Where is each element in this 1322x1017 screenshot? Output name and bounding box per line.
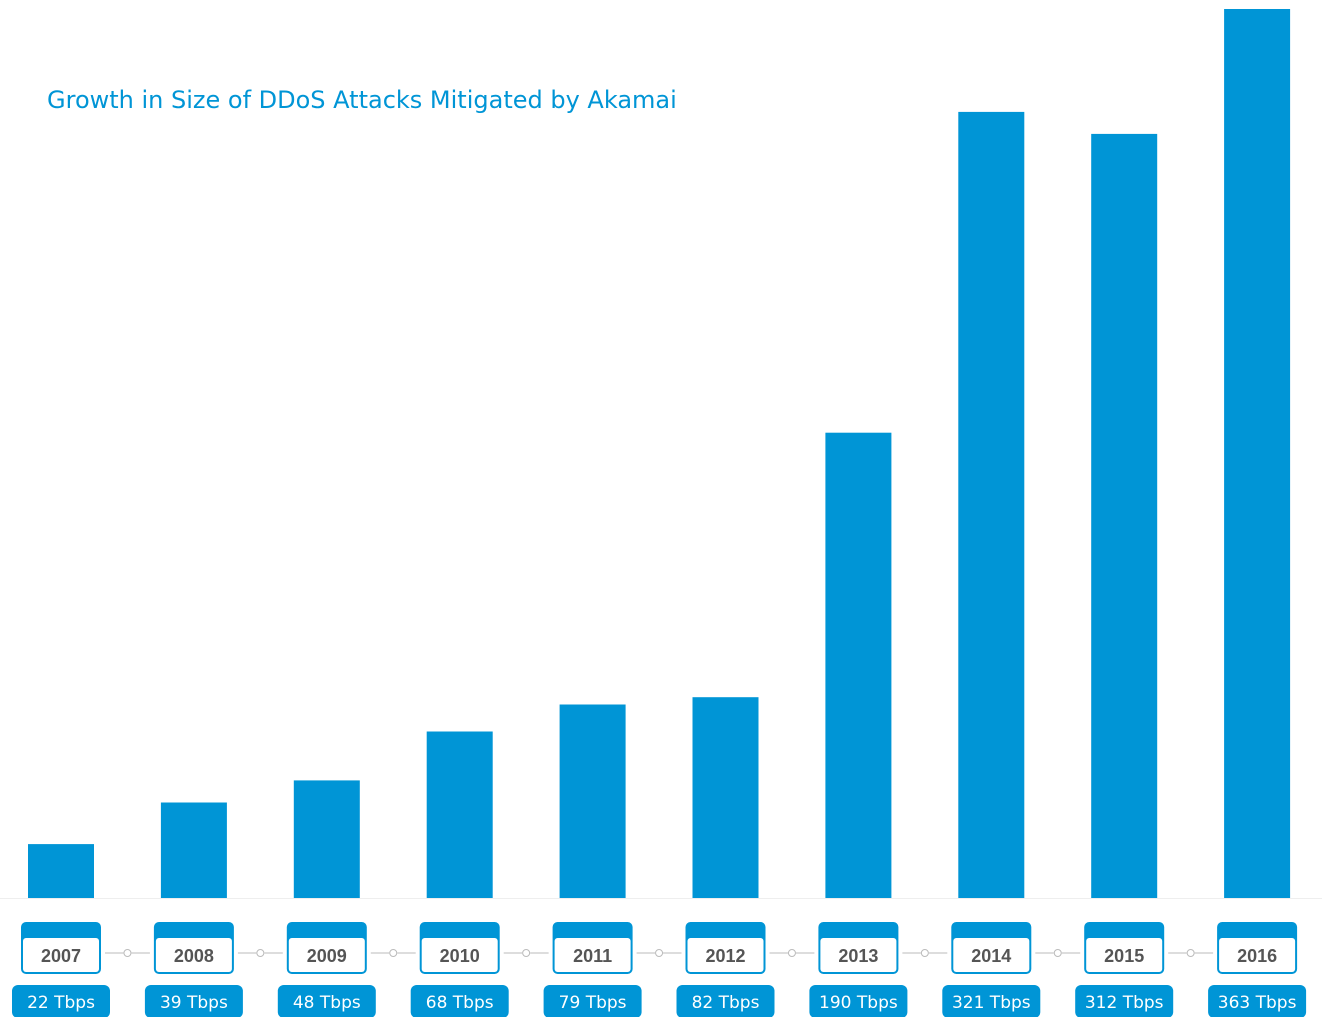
value-pill-bg xyxy=(543,985,642,1017)
year-badge: 2010 xyxy=(419,922,500,974)
timeline-dot xyxy=(123,949,132,957)
value-pill-bg xyxy=(277,985,376,1017)
year-badge-face xyxy=(1219,938,1296,972)
timeline-dot xyxy=(522,949,531,957)
bar-2008 xyxy=(160,802,227,898)
data-label: 312 Tbps xyxy=(1085,993,1164,1013)
bar-2007 xyxy=(28,844,94,898)
value-pill: 312 Tbps xyxy=(1075,985,1174,1017)
value-pill: 68 Tbps xyxy=(410,985,509,1017)
value-pill: 22 Tbps xyxy=(12,985,110,1017)
bar-2012 xyxy=(692,697,759,898)
x-tick-label: 2013 xyxy=(838,946,878,966)
bar-2014 xyxy=(958,111,1025,898)
value-pill-bg xyxy=(410,985,509,1017)
year-badge: 2013 xyxy=(818,922,899,974)
year-badge: 2008 xyxy=(153,922,234,974)
year-badge: 2007 xyxy=(21,922,101,974)
bar-2009 xyxy=(293,780,360,898)
year-badge-face xyxy=(421,938,498,972)
year-badge-face xyxy=(23,938,99,972)
year-badge-face xyxy=(953,938,1030,972)
x-tick-label: 2011 xyxy=(573,946,612,966)
data-label: 22 Tbps xyxy=(27,993,95,1013)
data-label: 48 Tbps xyxy=(293,993,361,1013)
year-badge: 2014 xyxy=(951,922,1032,974)
value-pill: 321 Tbps xyxy=(942,985,1041,1017)
timeline-dot xyxy=(655,949,664,957)
timeline-dot xyxy=(256,949,265,957)
data-label: 321 Tbps xyxy=(952,993,1031,1013)
data-label: 68 Tbps xyxy=(426,993,494,1013)
x-tick-label: 2015 xyxy=(1104,946,1144,966)
bar-2011 xyxy=(559,704,626,898)
value-pill: 363 Tbps xyxy=(1208,985,1307,1017)
value-pill: 79 Tbps xyxy=(543,985,642,1017)
value-pill-bg xyxy=(12,985,110,1017)
chart-title: Growth in Size of DDoS Attacks Mitigated… xyxy=(47,86,677,114)
year-badge-face xyxy=(1086,938,1163,972)
year-badge: 2011 xyxy=(552,922,633,974)
x-tick-label: 2010 xyxy=(440,946,480,966)
data-label: 363 Tbps xyxy=(1218,993,1297,1013)
x-tick-label: 2007 xyxy=(41,946,81,966)
bar-2015 xyxy=(1091,133,1158,898)
value-pill: 39 Tbps xyxy=(144,985,243,1017)
x-tick-label: 2014 xyxy=(971,946,1011,966)
data-label: 79 Tbps xyxy=(559,993,627,1013)
year-badge: 2015 xyxy=(1084,922,1165,974)
value-pill: 48 Tbps xyxy=(277,985,376,1017)
x-tick-label: 2012 xyxy=(705,946,745,966)
timeline-dot xyxy=(1053,949,1062,957)
value-pill-bg xyxy=(942,985,1041,1017)
timeline-dot xyxy=(389,949,398,957)
bar-2016 xyxy=(1224,9,1291,898)
year-badge-face xyxy=(554,938,631,972)
x-tick-label: 2016 xyxy=(1237,946,1277,966)
data-label: 82 Tbps xyxy=(692,993,760,1013)
timeline-dot xyxy=(1186,949,1195,957)
value-pill-bg xyxy=(1208,985,1307,1017)
year-badge: 2016 xyxy=(1217,922,1298,974)
year-badge-face xyxy=(155,938,232,972)
timeline-dot xyxy=(787,949,796,957)
x-tick-label: 2008 xyxy=(174,946,214,966)
year-badge: 2009 xyxy=(286,922,367,974)
value-pill: 82 Tbps xyxy=(676,985,775,1017)
year-badge-face xyxy=(288,938,365,972)
value-pill-bg xyxy=(1075,985,1174,1017)
value-pill-bg xyxy=(676,985,775,1017)
year-badge: 2012 xyxy=(685,922,766,974)
bar-2010 xyxy=(426,731,493,898)
bar-2013 xyxy=(825,432,892,898)
value-pill-bg xyxy=(809,985,908,1017)
data-label: 39 Tbps xyxy=(160,993,228,1013)
value-pill-bg xyxy=(144,985,243,1017)
year-badge-face xyxy=(820,938,897,972)
timeline-dot xyxy=(920,949,929,957)
x-tick-label: 2009 xyxy=(307,946,347,966)
data-label: 190 Tbps xyxy=(819,993,898,1013)
value-pill: 190 Tbps xyxy=(809,985,908,1017)
year-badge-face xyxy=(687,938,764,972)
